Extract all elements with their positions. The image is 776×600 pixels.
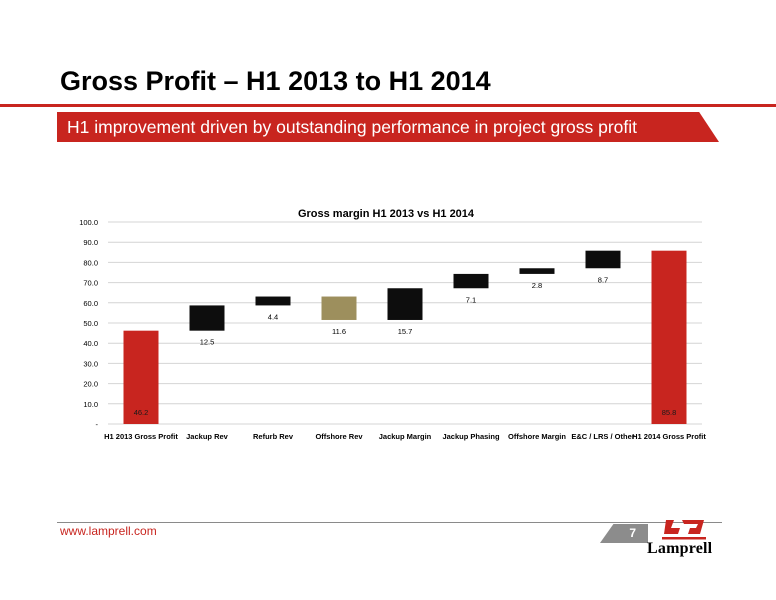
data-label: 12.5 <box>200 338 215 347</box>
chart-title: Gross margin H1 2013 vs H1 2014 <box>298 208 475 220</box>
website-link[interactable]: www.lamprell.com <box>60 524 157 538</box>
bar-5 <box>453 273 489 289</box>
y-tick-label: 90.0 <box>83 238 98 247</box>
y-tick-label: 60.0 <box>83 299 98 308</box>
chart-gridlines <box>108 221 702 425</box>
data-label: 2.8 <box>532 281 542 290</box>
bar-8 <box>651 250 687 424</box>
data-label: 11.6 <box>332 327 346 336</box>
bar-2 <box>255 296 291 306</box>
bar-6 <box>519 268 555 274</box>
y-tick-label: 80.0 <box>83 258 98 267</box>
data-label: 4.4 <box>268 312 278 321</box>
bar-7 <box>585 250 621 269</box>
lamprell-logo-icon <box>662 520 706 540</box>
subtitle-banner: H1 improvement driven by outstanding per… <box>57 112 719 142</box>
x-tick-label: Refurb Rev <box>253 432 294 441</box>
lamprell-logo-text: Lamprell <box>647 540 713 557</box>
title-divider <box>0 104 776 107</box>
x-axis-labels: H1 2013 Gross Profit Jackup Rev Refurb Rev… <box>104 432 706 441</box>
x-tick-label: Offshore Margin <box>508 432 566 441</box>
data-label: 46.2 <box>134 408 149 417</box>
footer-divider <box>57 522 722 523</box>
data-label: 85.8 <box>662 408 677 417</box>
x-tick-label: H1 2014 Gross Profit <box>632 432 706 441</box>
x-tick-label: Jackup Phasing <box>442 432 500 441</box>
y-tick-label: 10.0 <box>83 400 98 409</box>
y-axis-labels: - 10.0 20.0 30.0 40.0 50.0 60.0 70.0 80.0 90.0 100… <box>79 218 98 429</box>
data-label: 7.1 <box>466 295 476 304</box>
y-tick-label: 40.0 <box>83 339 98 348</box>
chart-bars: 46.2 12.5 4.4 11.6 15.7 7.1 2.8 8.7 85.8 <box>123 250 687 424</box>
y-tick-label: 20.0 <box>83 380 98 389</box>
bar-4 <box>387 288 423 320</box>
data-label: 15.7 <box>398 327 413 336</box>
y-tick-label: 30.0 <box>83 359 98 368</box>
x-tick-label: Offshore Rev <box>315 432 363 441</box>
bar-3 <box>321 296 357 320</box>
x-tick-label: H1 2013 Gross Profit <box>104 432 178 441</box>
page-number: 7 <box>600 524 648 543</box>
y-tick-label: 50.0 <box>83 319 98 328</box>
x-tick-label: Jackup Margin <box>379 432 432 441</box>
data-label: 8.7 <box>598 275 608 284</box>
y-tick-label: 70.0 <box>83 279 98 288</box>
bar-1 <box>189 305 225 331</box>
bar-0 <box>123 330 159 424</box>
y-tick-label: - <box>96 420 99 429</box>
page-title: Gross Profit – H1 2013 to H1 2014 <box>60 66 491 96</box>
y-tick-label: 100.0 <box>79 218 98 227</box>
x-tick-label: E&C / LRS / Other <box>571 432 634 441</box>
x-tick-label: Jackup Rev <box>186 432 229 441</box>
